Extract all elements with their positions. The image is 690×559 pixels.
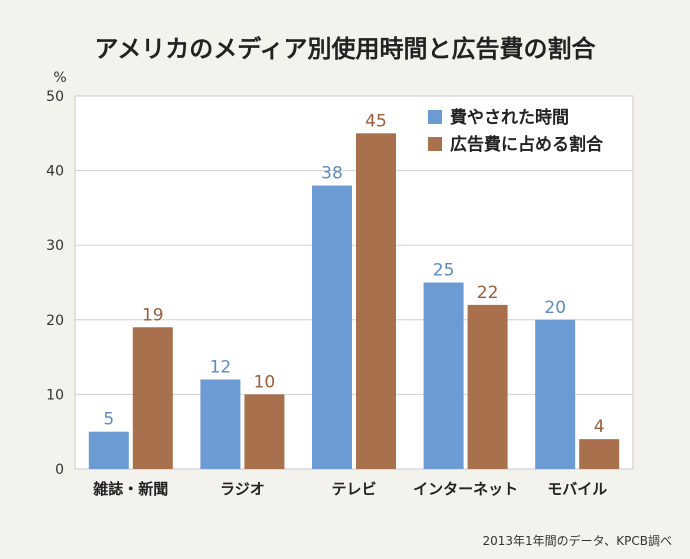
bar — [132, 327, 173, 469]
bar — [88, 431, 129, 469]
bar — [467, 304, 508, 469]
x-tick-label: モバイル — [547, 480, 607, 498]
bar-value-label: 19 — [142, 305, 164, 325]
x-tick-label: 雑誌・新聞 — [92, 480, 168, 498]
bar — [312, 185, 352, 469]
source-note: 2013年1年間のデータ、KPCB調べ — [482, 533, 672, 548]
y-tick-label: 40 — [46, 164, 64, 180]
legend-swatch — [428, 110, 442, 124]
bar — [356, 133, 396, 470]
bar-value-label: 45 — [365, 111, 387, 131]
x-tick-label: ラジオ — [220, 480, 265, 498]
legend-label: 費やされた時間 — [450, 107, 569, 128]
chart-title: アメリカのメディア別使用時間と広告費の割合 — [94, 35, 596, 63]
bar — [535, 319, 576, 469]
y-tick-label: 10 — [46, 387, 64, 403]
x-tick-label: テレビ — [331, 480, 376, 498]
y-tick-label: 0 — [55, 462, 64, 478]
bar — [423, 282, 464, 469]
y-tick-label: 50 — [46, 89, 64, 105]
bar-value-label: 20 — [544, 298, 566, 318]
bar-value-label: 5 — [103, 410, 114, 430]
bar — [200, 379, 241, 469]
bar-value-label: 4 — [594, 417, 605, 437]
bar — [579, 439, 620, 469]
y-tick-label: 20 — [46, 313, 64, 329]
legend-label: 広告費に占める割合 — [450, 134, 604, 155]
bar-value-label: 12 — [210, 357, 232, 377]
bar-value-label: 38 — [321, 164, 343, 184]
y-tick-label: 30 — [46, 238, 64, 254]
y-axis-unit: % — [53, 70, 66, 86]
bar-value-label: 25 — [433, 261, 455, 281]
bar-value-label: 22 — [477, 283, 499, 303]
bar — [244, 394, 285, 469]
bar-value-label: 10 — [254, 372, 276, 392]
x-tick-label: インターネット — [413, 480, 518, 498]
legend-swatch — [428, 137, 442, 151]
